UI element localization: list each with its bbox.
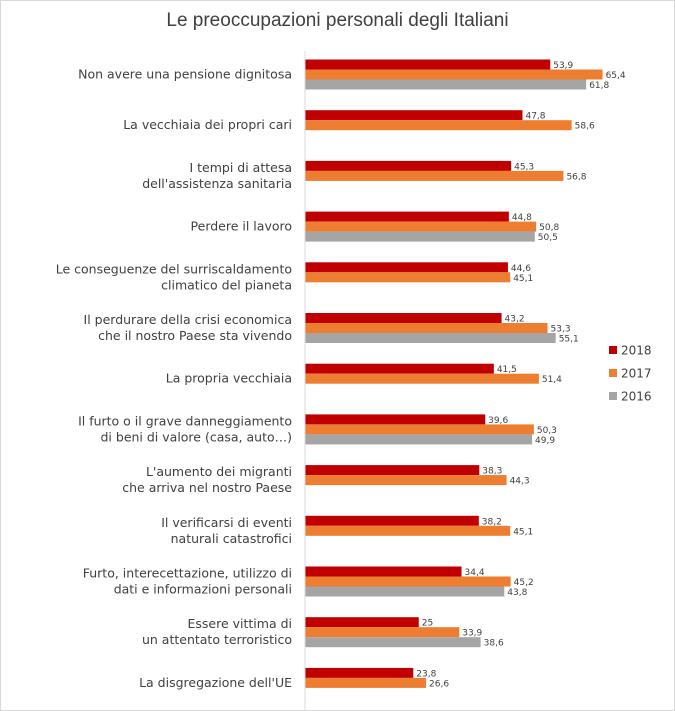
category-label-5-0: Il perdurare della crisi economica	[84, 312, 292, 327]
bar-2017-0	[305, 69, 603, 80]
category-label-8-0: L'aumento dei migranti	[146, 464, 292, 479]
category-label-9-0: Il verificarsi di eventi	[161, 515, 292, 530]
value-label-2016-10: 43,8	[507, 588, 527, 598]
bar-2018-1	[305, 110, 523, 121]
value-label-2018-5: 43,2	[505, 315, 525, 325]
legend: 2018 2017 2016	[609, 344, 652, 404]
legend-swatch-2017	[609, 369, 617, 377]
category-label-10-1: dati e informazioni personali	[114, 582, 292, 597]
bar-2016-5	[305, 333, 556, 343]
category-label-0-0: Non avere una pensione dignitosa	[78, 67, 292, 82]
value-label-2016-11: 38,6	[484, 639, 504, 649]
value-label-2017-4: 45,1	[513, 274, 533, 284]
bar-2017-2	[305, 170, 564, 181]
category-label-10-0: Furto, interecettazione, utilizzo di	[83, 566, 292, 581]
value-label-2018-4: 44,6	[511, 264, 531, 274]
bar-2018-10	[305, 566, 462, 577]
value-label-2017-3: 50,8	[539, 223, 559, 233]
category-label-11-1: un attentato terroristico	[142, 632, 292, 647]
bar-2017-3	[305, 221, 537, 232]
value-label-2018-3: 44,8	[512, 213, 532, 223]
value-label-2018-0: 53,9	[553, 61, 573, 71]
category-label-9-1: naturali catastrofici	[171, 531, 292, 546]
bar-2017-1	[305, 120, 572, 131]
bar-2016-7	[305, 434, 533, 445]
bars-layer	[305, 59, 603, 688]
category-label-2-0: I tempi di attesa	[189, 160, 292, 175]
bar-2017-9	[305, 525, 511, 536]
category-label-2-1: dell'assistenza sanitaria	[142, 176, 292, 191]
bar-2017-11	[305, 627, 460, 638]
value-label-2018-11: 25	[422, 619, 433, 629]
bar-2017-6	[305, 373, 539, 384]
bar-2018-7	[305, 414, 486, 425]
bar-2018-0	[305, 59, 551, 70]
category-label-12-0: La disgregazione dell'UE	[139, 675, 292, 690]
bar-2018-12	[305, 667, 414, 678]
category-label-4-1: climatico del pianeta	[161, 277, 292, 292]
category-label-8-1: che arriva nel nostro Paese	[122, 480, 292, 495]
bar-2018-8	[305, 465, 480, 476]
bar-2017-4	[305, 272, 511, 283]
value-label-2018-6: 41,5	[497, 365, 517, 375]
value-label-2018-8: 38,3	[482, 467, 502, 477]
value-label-2017-8: 44,3	[510, 477, 530, 487]
value-label-2017-5: 53,3	[551, 325, 571, 335]
category-label-6-0: La propria vecchiaia	[166, 371, 292, 386]
bar-2018-4	[305, 262, 508, 273]
value-label-2017-12: 26,6	[429, 679, 449, 689]
bar-2017-7	[305, 424, 534, 435]
value-labels-layer: 53,9 65,461,8 47,8 58,6 45,3 56,8 44,8 50,850,5…	[416, 61, 626, 689]
bar-2016-10	[305, 586, 505, 597]
value-label-2018-12: 23,8	[416, 669, 436, 679]
bar-2017-8	[305, 475, 507, 486]
bar-2018-3	[305, 211, 509, 222]
bar-2017-12	[305, 677, 427, 688]
bar-2016-3	[305, 231, 535, 242]
bar-2017-5	[305, 323, 548, 333]
category-label-3-0: Perdere il lavoro	[191, 219, 292, 234]
value-label-2017-9: 45,1	[513, 527, 533, 537]
bar-2018-11	[305, 617, 419, 628]
bar-2018-2	[305, 160, 512, 171]
value-label-2016-0: 61,8	[589, 81, 609, 91]
value-label-2017-2: 56,8	[566, 172, 586, 182]
category-label-7-0: Il furto o il grave danneggiamento	[78, 413, 292, 428]
value-label-2018-10: 34,4	[465, 568, 485, 578]
legend-label-2017: 2017	[621, 367, 652, 381]
category-label-11-0: Essere vittima di	[187, 616, 292, 631]
value-label-2018-9: 38,2	[482, 517, 502, 527]
category-label-4-0: Le conseguenze del surriscaldamento	[56, 261, 292, 276]
value-label-2017-0: 65,4	[606, 71, 626, 81]
bar-2016-0	[305, 79, 587, 90]
legend-label-2016: 2016	[621, 390, 652, 404]
value-label-2016-7: 49,9	[535, 436, 555, 446]
value-label-2018-2: 45,3	[514, 162, 534, 172]
category-label-7-1: di beni di valore (casa, auto…)	[101, 429, 293, 444]
bar-2016-11	[305, 637, 481, 648]
chart-title: Le preoccupazioni personali degli Italia…	[166, 10, 509, 31]
bar-2018-9	[305, 515, 479, 526]
value-label-2017-1: 58,6	[575, 122, 595, 132]
bar-2017-10	[305, 576, 511, 587]
legend-swatch-2016	[609, 392, 617, 400]
category-label-1-0: La vecchiaia dei propri cari	[123, 117, 292, 132]
legend-swatch-2018	[609, 346, 617, 354]
value-label-2017-10: 45,2	[514, 578, 534, 588]
value-label-2016-5: 55,1	[559, 335, 579, 345]
value-label-2017-7: 50,3	[537, 426, 557, 436]
category-label-5-1: che il nostro Paese sta vivendo	[98, 328, 292, 343]
bar-2018-5	[305, 313, 502, 323]
value-label-2016-3: 50,5	[538, 233, 558, 243]
value-label-2017-11: 33,9	[462, 629, 482, 639]
value-label-2018-1: 47,8	[525, 112, 545, 122]
value-label-2018-7: 39,6	[488, 416, 508, 426]
category-labels-layer: Non avere una pensione dignitosa La vecch…	[56, 67, 293, 690]
legend-label-2018: 2018	[621, 344, 652, 358]
value-label-2017-6: 51,4	[542, 375, 562, 385]
bar-2018-6	[305, 363, 494, 374]
